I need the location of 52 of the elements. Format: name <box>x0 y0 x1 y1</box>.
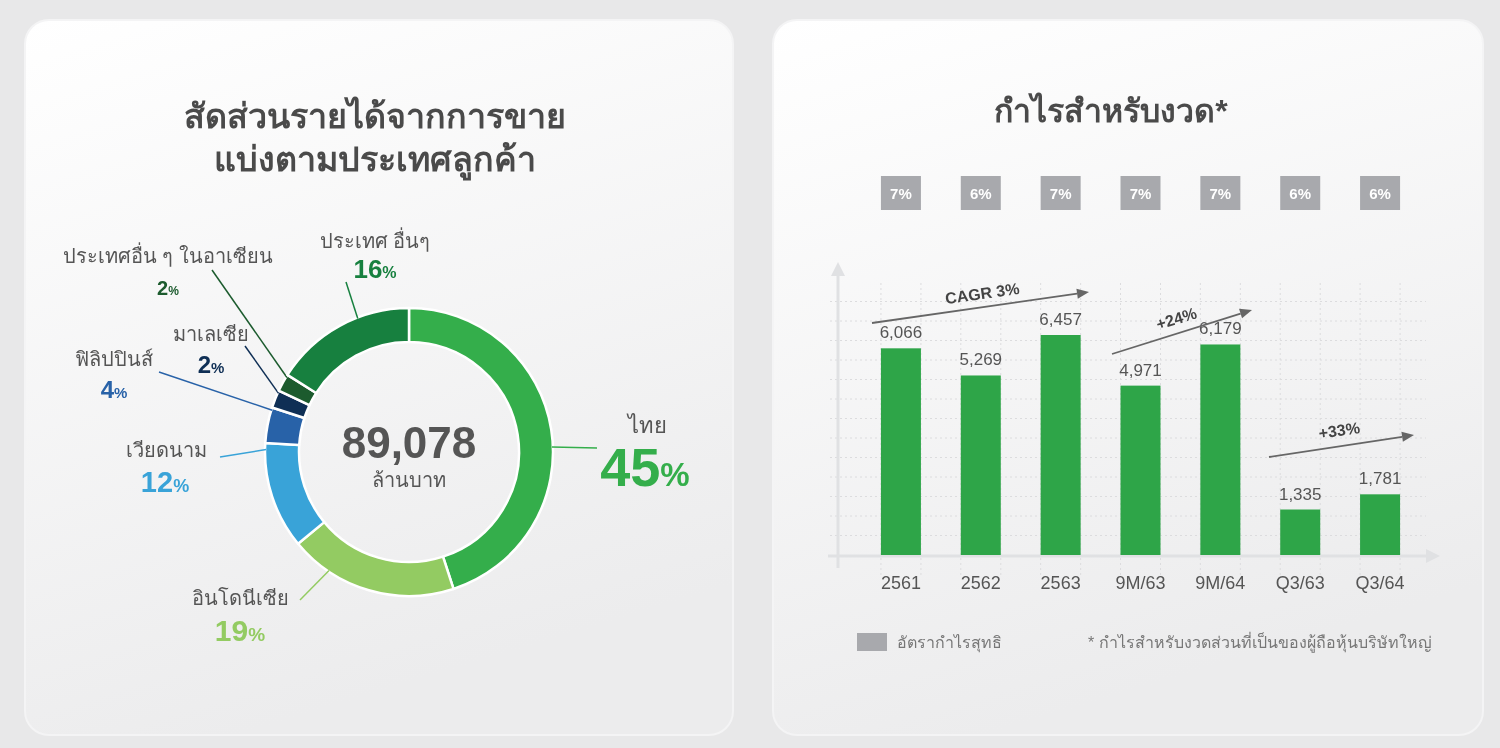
bar <box>1040 335 1081 555</box>
data-label: 4,971 <box>1119 360 1162 380</box>
data-label: 6% <box>1369 185 1391 202</box>
text: 89,078 <box>341 418 477 467</box>
data-label: 6,179 <box>1199 319 1242 339</box>
x-tick-label: Q3/64 <box>1355 573 1405 593</box>
chart-title: สัดส่วนรายได้จากการขาย แบ่งตามประเทศลูกค้า <box>184 96 566 181</box>
slice-label: ประเทศ อื่นๆ <box>319 227 431 252</box>
bar <box>1280 509 1321 555</box>
legend: อัตรากำไรสุทธิ <box>857 633 1002 651</box>
data-label: 7% <box>1129 185 1152 202</box>
chart-title: กำไรสำหรับงวด* <box>994 92 1229 129</box>
slice-label: ประเทศอื่น ๆ ในอาเซียน <box>62 242 274 267</box>
data-label: 19% <box>214 614 266 647</box>
bar <box>960 375 1001 555</box>
x-tick-label: 2561 <box>880 573 921 593</box>
text: CAGR 3% <box>944 279 1021 308</box>
text: * กำไรสำหรับงวดส่วนที่เป็นของผู้ถือหุ้นบริษัทใหญ่ <box>1088 631 1432 653</box>
data-label: 12% <box>140 466 190 498</box>
data-label: 6% <box>1289 185 1312 202</box>
slice-label: ไทย <box>625 413 667 438</box>
bar <box>1120 385 1161 555</box>
data-label: 7% <box>1049 185 1072 202</box>
data-label: 1,781 <box>1358 469 1402 489</box>
x-tick-label: Q3/63 <box>1275 573 1325 593</box>
data-label: 5,269 <box>959 350 1003 370</box>
x-tick-label: 2563 <box>1040 573 1081 593</box>
data-label: 2% <box>157 277 180 299</box>
bar <box>1360 494 1401 555</box>
x-tick-label: 9M/63 <box>1115 573 1166 593</box>
data-label: 7% <box>1209 185 1232 202</box>
bar <box>880 348 921 555</box>
data-label: 6,066 <box>879 323 923 343</box>
data-label: 16% <box>353 254 397 284</box>
data-label: 6% <box>969 185 992 202</box>
data-label: 1,335 <box>1278 484 1322 504</box>
text: +24% <box>1154 304 1199 333</box>
slice-label: อินโดนีเซีย <box>191 587 289 609</box>
slice-label: เวียดนาม <box>125 439 207 461</box>
bar <box>1200 344 1241 555</box>
data-label: 6,457 <box>1039 310 1082 329</box>
data-label: 7% <box>890 185 912 202</box>
legend-label: อัตรากำไรสุทธิ <box>897 633 1002 653</box>
slice-label: ฟิลิปปินส์ <box>75 348 153 370</box>
x-tick-label: 2562 <box>960 573 1001 593</box>
slice-label: มาเลเซีย <box>173 323 249 345</box>
text: ล้านบาท <box>372 469 446 491</box>
annotation: +33% <box>1317 419 1361 442</box>
data-label: 4% <box>100 376 128 403</box>
x-tick-label: 9M/64 <box>1195 573 1246 593</box>
data-label: 2% <box>197 351 225 378</box>
data-label: 45% <box>600 437 690 497</box>
